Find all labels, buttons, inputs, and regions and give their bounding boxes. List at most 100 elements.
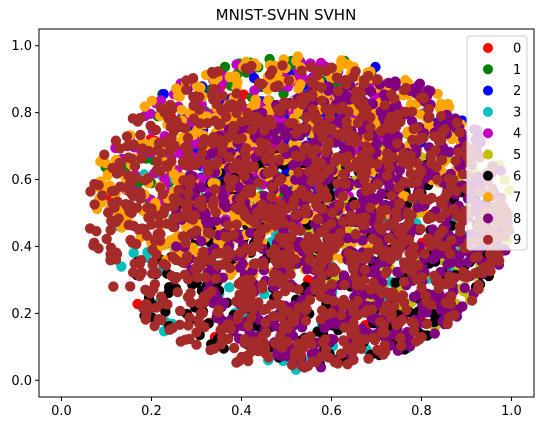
legend-label: 1 xyxy=(513,63,521,78)
point xyxy=(273,176,285,187)
point xyxy=(266,181,278,193)
point xyxy=(342,123,354,135)
point xyxy=(321,143,332,155)
point xyxy=(338,335,349,346)
point xyxy=(228,174,239,185)
point xyxy=(349,199,360,211)
point xyxy=(194,298,205,309)
point xyxy=(260,153,272,165)
point xyxy=(177,231,188,242)
point xyxy=(293,284,304,295)
legend-marker xyxy=(483,128,493,139)
point xyxy=(189,160,200,171)
point xyxy=(127,237,138,248)
point xyxy=(320,344,332,356)
point xyxy=(276,278,287,289)
point xyxy=(208,131,219,143)
legend-item: 8 xyxy=(483,212,521,227)
point xyxy=(125,281,136,292)
point xyxy=(302,360,314,372)
point xyxy=(261,327,272,338)
point xyxy=(391,212,402,223)
point xyxy=(189,210,201,221)
point xyxy=(143,212,154,223)
point xyxy=(249,85,260,96)
legend-item: 4 xyxy=(483,127,521,142)
point xyxy=(339,152,350,164)
point xyxy=(221,231,233,243)
point xyxy=(347,346,358,358)
point xyxy=(272,104,283,115)
point xyxy=(137,143,148,154)
point xyxy=(429,131,440,142)
point xyxy=(440,207,452,218)
point xyxy=(453,147,464,158)
point xyxy=(292,189,303,200)
point xyxy=(472,251,483,262)
point xyxy=(202,227,214,238)
point xyxy=(296,65,307,76)
point xyxy=(348,264,359,275)
point xyxy=(245,227,256,238)
point xyxy=(326,279,337,290)
point xyxy=(323,164,334,176)
point xyxy=(371,244,382,255)
legend-item: 3 xyxy=(483,105,521,120)
point xyxy=(190,91,201,102)
point xyxy=(184,312,195,323)
point xyxy=(196,148,208,159)
point xyxy=(260,317,271,328)
point xyxy=(262,167,274,179)
point xyxy=(332,178,343,189)
point xyxy=(105,249,116,260)
point xyxy=(276,341,287,352)
point xyxy=(145,288,156,299)
point xyxy=(286,359,298,371)
point xyxy=(320,65,332,77)
point xyxy=(206,286,217,297)
point xyxy=(103,207,114,218)
point xyxy=(241,143,252,154)
point xyxy=(373,220,385,231)
point xyxy=(124,206,135,217)
point xyxy=(340,178,351,190)
point xyxy=(265,248,277,259)
point xyxy=(413,260,424,272)
point xyxy=(197,140,208,151)
point xyxy=(339,279,350,291)
point xyxy=(378,320,390,331)
point xyxy=(265,146,276,157)
point xyxy=(174,319,185,330)
point xyxy=(244,162,255,174)
point xyxy=(331,154,342,165)
point xyxy=(426,192,437,204)
point xyxy=(359,212,371,223)
point xyxy=(245,290,256,301)
point xyxy=(327,207,338,219)
point xyxy=(154,166,166,177)
point xyxy=(270,320,281,332)
point xyxy=(335,59,346,71)
point xyxy=(295,351,306,362)
point xyxy=(399,106,410,118)
point xyxy=(278,97,290,108)
point xyxy=(164,324,175,335)
point xyxy=(232,134,243,145)
point xyxy=(416,331,427,343)
point xyxy=(135,153,147,164)
point xyxy=(155,102,167,114)
x-tick-label: 0.8 xyxy=(411,404,432,419)
point xyxy=(352,309,364,321)
point xyxy=(357,323,368,334)
point xyxy=(233,278,244,290)
point xyxy=(246,311,257,323)
point xyxy=(376,188,387,199)
point xyxy=(188,100,199,111)
point xyxy=(473,268,484,279)
point xyxy=(267,276,279,287)
point xyxy=(93,180,104,191)
point xyxy=(154,218,165,230)
x-tick-label: 0.0 xyxy=(51,404,72,419)
point xyxy=(376,287,387,298)
point xyxy=(387,287,399,298)
